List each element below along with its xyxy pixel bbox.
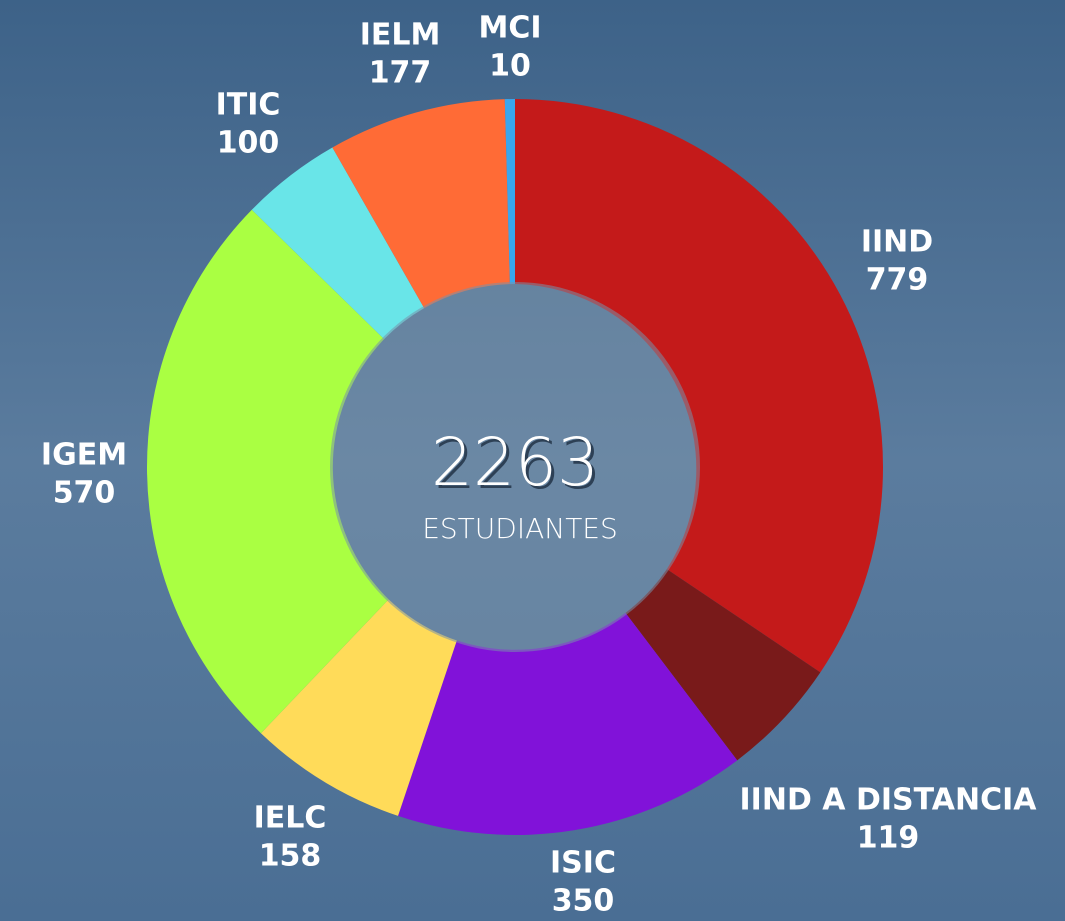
- slices: [146, 99, 883, 835]
- slice-value: 350: [552, 884, 615, 919]
- slice: [146, 209, 389, 734]
- slice: [332, 99, 510, 309]
- slice-value: 119: [857, 821, 920, 856]
- slice-label: IGEM: [41, 438, 127, 473]
- center-value: 2263: [431, 424, 599, 501]
- slice: [260, 599, 457, 816]
- slice-value: 570: [53, 476, 116, 511]
- slice-label: MCI: [478, 11, 541, 46]
- slice-value: 779: [866, 263, 929, 298]
- slice: [398, 612, 738, 835]
- slice-label: ISIC: [550, 846, 616, 881]
- slice-label: ITIC: [216, 88, 281, 123]
- slice-label: IELC: [254, 801, 327, 836]
- slice-label: IIND: [861, 225, 933, 260]
- slice: [625, 569, 821, 761]
- center-label: ESTUDIANTES: [422, 512, 618, 545]
- slice-label: IELM: [360, 18, 441, 53]
- slice-value: 10: [489, 49, 531, 84]
- slice: [251, 147, 425, 340]
- slice: [504, 99, 515, 285]
- slice-label: IIND A DISTANCIA: [740, 783, 1038, 818]
- center-hole: [330, 282, 700, 652]
- center-value-shadow: 2263: [434, 427, 602, 504]
- slice: [515, 99, 883, 673]
- slice-value: 158: [259, 839, 322, 874]
- slice-value: 177: [369, 56, 432, 91]
- slice-value: 100: [217, 126, 280, 161]
